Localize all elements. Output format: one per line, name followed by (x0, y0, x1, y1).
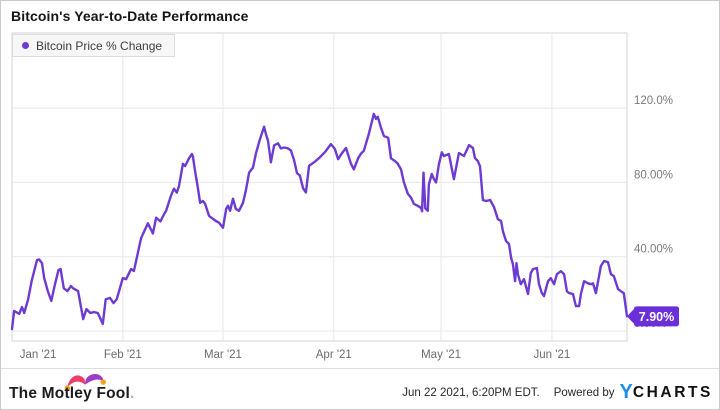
motley-fool-wordmark: The Motley Fool. (9, 385, 135, 402)
y-tick-label: 80.00% (634, 169, 673, 181)
ycharts-logo-text: CHARTS (632, 384, 713, 401)
series-line (10, 112, 629, 331)
x-tick-label: Apr '21 (316, 349, 352, 361)
wordmark-period: . (129, 385, 135, 402)
x-tick-label: Jan '21 (20, 349, 57, 361)
y-tick-label: 40.00% (634, 244, 673, 256)
x-tick-label: Mar '21 (204, 349, 242, 361)
last-value-badge-arrow (627, 307, 635, 325)
x-tick-label: May '21 (421, 349, 461, 361)
chart-title: Bitcoin's Year-to-Date Performance (11, 8, 249, 24)
footer: The Motley Fool. Jun 22 2021, 6:20PM EDT… (1, 368, 719, 409)
plot-border (11, 32, 628, 342)
y-tick-label: 120.0% (634, 95, 673, 107)
last-value-badge-text: 7.90% (639, 310, 674, 324)
timestamp: Jun 22 2021, 6:20PM EDT. (402, 387, 540, 399)
legend-label: Bitcoin Price % Change (36, 38, 163, 53)
series-dot-icon (22, 42, 29, 49)
x-tick-label: Feb '21 (104, 349, 142, 361)
jester-hat-icon (64, 373, 106, 391)
footer-attribution: Jun 22 2021, 6:20PM EDT. Powered by Y CH… (402, 381, 713, 403)
ycharts-logo-y: Y (619, 381, 633, 403)
last-value-badge (634, 306, 679, 327)
motley-fool-logo: The Motley Fool. (9, 372, 139, 408)
powered-by-label: Powered by (553, 387, 615, 399)
x-tick-label: Jun '21 (534, 349, 571, 361)
legend: Bitcoin Price % Change (12, 34, 176, 57)
